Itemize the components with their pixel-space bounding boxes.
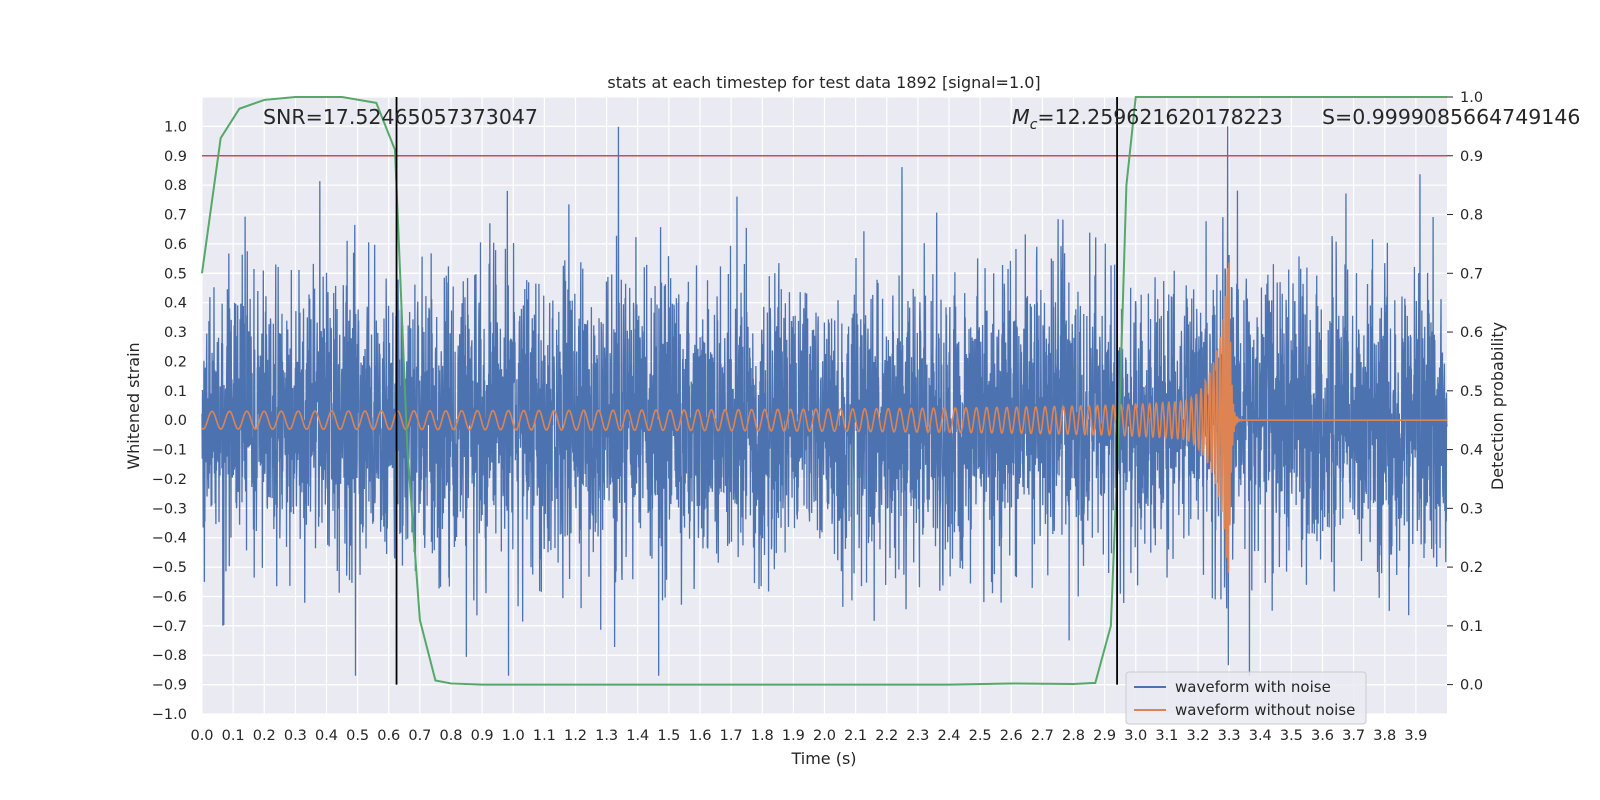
x-tick-label: 3.6 [1311, 728, 1334, 744]
x-tick-label: 3.1 [1155, 728, 1178, 744]
y-tick-labels: −1.0 −0.9 −0.8 −0.7 −0.6 −0.5 −0.4 −0.3 −0.2 −0.1… [152, 119, 187, 723]
y-tick-label: 0.9 [164, 149, 187, 165]
x-tick-label: 3.5 [1280, 728, 1303, 744]
y-tick-label: −0.7 [152, 619, 187, 635]
y-tick-label: −0.8 [152, 648, 187, 664]
x-tick-label: 2.3 [906, 728, 929, 744]
y2-tick-label: 0.8 [1460, 208, 1483, 224]
x-tick-label: 3.2 [1186, 728, 1209, 744]
y-tick-label: −0.5 [152, 560, 187, 576]
x-tick-label: 3.3 [1218, 728, 1241, 744]
legend-box [1125, 671, 1367, 725]
mc-subscript: c [1030, 117, 1038, 133]
y-tick-label: −0.1 [152, 443, 187, 459]
y2-tick-label: 0.2 [1460, 560, 1483, 576]
x-axis-label: Time (s) [790, 749, 856, 768]
x-tick-label: 0.9 [471, 728, 494, 744]
y2-tick-label: 1.0 [1460, 90, 1483, 106]
y2-tick-label: 0.5 [1460, 384, 1483, 400]
mc-value: =12.259621620178223 [1037, 105, 1282, 129]
y2-tick-label: 0.7 [1460, 266, 1483, 282]
y-tick-label: 0.7 [164, 208, 187, 224]
x-tick-label: 0.5 [346, 728, 369, 744]
y2-tick-labels: 0.0 0.1 0.2 0.3 0.4 0.5 0.6 0.7 0.8 0.9 1.0 [1447, 90, 1483, 694]
y2-tick-label: 0.0 [1460, 678, 1483, 694]
x-tick-label: 2.5 [969, 728, 992, 744]
x-tick-label: 2.8 [1062, 728, 1085, 744]
x-tick-label: 3.4 [1249, 728, 1272, 744]
y-tick-label: −0.9 [152, 678, 187, 694]
x-tick-label: 1.7 [720, 728, 743, 744]
y2-tick-label: 0.3 [1460, 501, 1483, 517]
x-tick-label: 3.8 [1373, 728, 1396, 744]
y-tick-label: −0.4 [152, 531, 187, 547]
y-tick-label: 0.8 [164, 178, 187, 194]
x-tick-label: 0.1 [222, 728, 245, 744]
x-tick-label: 2.6 [1000, 728, 1023, 744]
y-tick-label: −1.0 [152, 707, 187, 723]
x-tick-label: 0.0 [190, 728, 213, 744]
y-tick-label: −0.2 [152, 472, 187, 488]
snr-annotation: SNR=17.52465057373047 [263, 105, 538, 129]
y-tick-label: 1.0 [164, 119, 187, 135]
x-tick-label: 1.4 [626, 728, 649, 744]
x-tick-label: 2.7 [1031, 728, 1054, 744]
x-tick-label: 0.3 [284, 728, 307, 744]
y2-axis-label: Detection probability [1488, 322, 1507, 490]
x-tick-label: 2.2 [875, 728, 898, 744]
x-tick-label: 1.9 [782, 728, 805, 744]
y-tick-label: 0.1 [164, 384, 187, 400]
x-tick-label: 0.7 [408, 728, 431, 744]
mc-annotation: Mc=12.259621620178223 [1012, 105, 1283, 133]
x-tick-label: 1.2 [564, 728, 587, 744]
y2-tick-label: 0.4 [1460, 443, 1483, 459]
y2-tick-label: 0.9 [1460, 149, 1483, 165]
x-tick-label: 2.0 [813, 728, 836, 744]
y-tick-label: 0.3 [164, 325, 187, 341]
mc-symbol: M [1012, 105, 1030, 129]
s-annotation: S=0.9999085664749146 [1322, 105, 1580, 129]
x-tick-label: 2.1 [844, 728, 867, 744]
legend: waveform with noise waveform without noi… [1125, 671, 1367, 725]
x-tick-label: 1.0 [502, 728, 525, 744]
x-tick-label: 1.3 [595, 728, 618, 744]
y-tick-label: 0.4 [164, 296, 187, 312]
y-tick-label: 0.0 [164, 413, 187, 429]
plot-data [201, 96, 1448, 686]
detection-probability-line [201, 96, 1447, 686]
x-tick-labels: 0.0 0.1 0.2 0.3 0.4 0.5 0.6 0.7 0.8 0.9 1.0 1.1 1.2 1… [190, 728, 1427, 744]
x-tick-label: 1.8 [751, 728, 774, 744]
y-tick-label: 0.2 [164, 354, 187, 370]
x-tick-label: 0.4 [315, 728, 338, 744]
chart-title: stats at each timestep for test data 189… [607, 73, 1040, 92]
legend-clean-label: waveform without noise [1175, 701, 1355, 719]
legend-noise-label: waveform with noise [1175, 678, 1331, 696]
y-axis-label: Whitened strain [124, 342, 143, 469]
y-tick-label: −0.6 [152, 589, 187, 605]
x-tick-label: 2.4 [937, 728, 960, 744]
x-tick-label: 3.7 [1342, 728, 1365, 744]
x-tick-label: 1.6 [688, 728, 711, 744]
clean-waveform-line [201, 262, 1447, 573]
y2-tick-label: 0.6 [1460, 325, 1483, 341]
x-tick-label: 0.6 [377, 728, 400, 744]
x-tick-label: 0.8 [439, 728, 462, 744]
y-tick-label: −0.3 [152, 501, 187, 517]
x-tick-label: 3.0 [1124, 728, 1147, 744]
x-tick-label: 3.9 [1404, 728, 1427, 744]
x-tick-label: 0.2 [253, 728, 276, 744]
y2-tick-label: 0.1 [1460, 619, 1483, 635]
y-tick-label: 0.6 [164, 237, 187, 253]
x-tick-label: 2.9 [1093, 728, 1116, 744]
x-tick-label: 1.1 [533, 728, 556, 744]
noisy-waveform-line [201, 126, 1448, 676]
y-tick-label: 0.5 [164, 266, 187, 282]
x-tick-label: 1.5 [657, 728, 680, 744]
